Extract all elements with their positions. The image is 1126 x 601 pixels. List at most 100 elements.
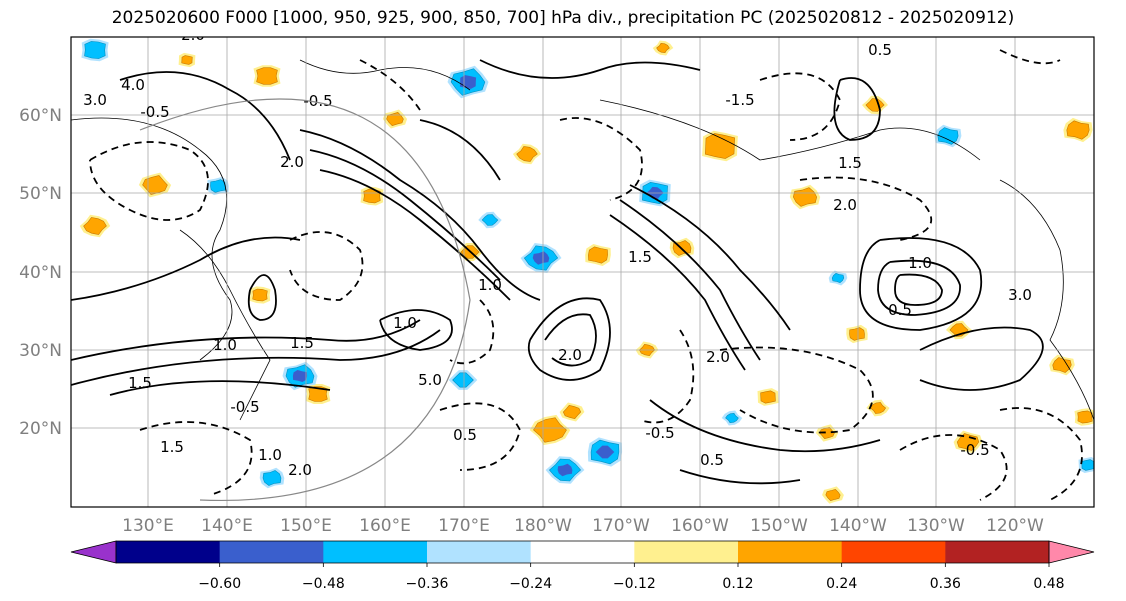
contour-label: 0.5: [868, 41, 892, 59]
contour-label: -0.5: [645, 424, 674, 442]
negative-contour: [359, 59, 421, 111]
negative-precip-patch: [937, 127, 959, 145]
positive-precip-patch: [256, 67, 278, 85]
lon-tick-label: 150°W: [750, 516, 808, 536]
contour-label: -0.5: [230, 398, 259, 416]
contour-label: 2.0: [181, 26, 205, 44]
positive-contour: [119, 71, 291, 161]
positive-precip-patch: [252, 288, 268, 302]
contour-label: 1.5: [838, 154, 862, 172]
colorbar-segment: [219, 541, 324, 563]
positive-contour: [609, 214, 746, 371]
colorbar-segment: [323, 541, 428, 563]
contour-label: -0.5: [140, 103, 169, 121]
lon-tick-label: 170°E: [438, 516, 490, 536]
contour-label: 0.5: [888, 301, 912, 319]
lon-tick-label: 130°E: [122, 516, 174, 536]
negative-contour: [899, 434, 1008, 501]
contour-label: 1.0: [908, 254, 932, 272]
positive-contour: [109, 380, 331, 396]
negative-precip-patch: [84, 41, 106, 59]
strong-negative-precip-patch: [292, 370, 308, 382]
negative-precip-patch: [452, 372, 474, 388]
colorbar-segment: [634, 541, 739, 563]
colorbar-tick-label: 0.36: [930, 576, 961, 592]
lat-tick-label: 20°N: [19, 419, 62, 439]
contour-label: 1.5: [628, 248, 652, 266]
colorbar-tick-label: −0.36: [406, 576, 449, 592]
colorbar: [70, 540, 1095, 564]
contour-label: 0.5: [453, 426, 477, 444]
map-panel: 2.0 4.0 3.0 -0.5 1.0 1.5 2.0 1.5 -0.5 0.5 1.0 2.0 1.…: [70, 26, 1095, 508]
colorbar-extend-min: [70, 540, 117, 564]
positive-precip-patch: [181, 55, 193, 65]
colorbar-segment: [841, 541, 946, 563]
colorbar-tick-label: −0.12: [613, 576, 656, 592]
lon-tick-label: 140°W: [829, 516, 887, 536]
lon-tick-label: 170°W: [592, 516, 650, 536]
colorbar-segment: [116, 541, 221, 563]
contour-label: 3.0: [1008, 286, 1032, 304]
contour-label: 1.5: [290, 334, 314, 352]
colorbar-tick-label: 0.12: [722, 576, 753, 592]
contour-label: 1.0: [478, 276, 502, 294]
positive-precip-patch: [1066, 120, 1090, 140]
positive-contour: [894, 273, 943, 306]
contour-label: -1.5: [725, 91, 754, 109]
strong-negative-precip-patch: [459, 75, 477, 89]
contour-label: 1.5: [128, 374, 152, 392]
positive-contour: [479, 59, 701, 79]
contour-label: 2.0: [280, 153, 304, 171]
positive-precip-patch: [1052, 357, 1072, 373]
strong-negative-precip-patch: [557, 463, 573, 477]
positive-contour: [71, 319, 421, 361]
positive-contour: [629, 184, 791, 331]
negative-contour: [639, 329, 695, 424]
contour-label: 0.5: [700, 451, 724, 469]
contour-label: 2.0: [706, 348, 730, 366]
contour-label: 5.0: [418, 371, 442, 389]
positive-precip-patch: [386, 111, 404, 127]
colorbar-segment: [427, 541, 532, 563]
positive-precip-patch: [1077, 410, 1093, 424]
contour-label: 4.0: [121, 76, 145, 94]
contour-label: -0.5: [960, 441, 989, 459]
positive-contour: [833, 77, 881, 141]
negative-contour: [999, 49, 1061, 65]
projection-arc: [139, 98, 471, 502]
contour-label: 1.0: [213, 336, 237, 354]
colorbar-tick-label: 0.48: [1033, 576, 1064, 592]
positive-contour: [379, 309, 453, 351]
positive-precip-patch: [792, 187, 818, 207]
lat-tick-label: 30°N: [19, 341, 62, 361]
contour-label: 3.0: [83, 91, 107, 109]
positive-precip-patch: [533, 417, 567, 443]
negative-contour: [289, 231, 364, 301]
positive-precip-patch: [562, 404, 582, 420]
colorbar-tick-label: −0.48: [302, 576, 345, 592]
lat-tick-label: 60°N: [19, 106, 62, 126]
lon-tick-label: 180°W: [514, 516, 572, 536]
contour-labels: 2.0 4.0 3.0 -0.5 1.0 1.5 2.0 1.5 -0.5 0.5 1.0 2.0 1.…: [83, 26, 1032, 479]
coastline: [599, 99, 981, 161]
coastline: [299, 59, 471, 91]
negative-contour: [719, 346, 874, 434]
positive-contour: [919, 326, 1044, 391]
positive-precip-patch: [83, 217, 107, 235]
positive-precip-patch: [760, 390, 776, 404]
positive-precip-patch: [656, 42, 670, 54]
positive-contour: [859, 237, 983, 331]
lon-tick-label: 150°E: [280, 516, 332, 536]
positive-contour: [309, 149, 501, 281]
contour-label: 2.0: [288, 461, 312, 479]
positive-precip-patch: [849, 327, 865, 341]
contour-label: 1.5: [160, 438, 184, 456]
positive-contour: [527, 297, 611, 381]
positive-contour: [299, 129, 541, 301]
colorbar-segment: [530, 541, 635, 563]
negative-contour: [89, 141, 209, 221]
contour-label: -0.5: [303, 92, 332, 110]
chart-title: 2025020600 F000 [1000, 950, 925, 900, 85…: [111, 8, 1015, 28]
positive-precip-patch: [704, 133, 736, 159]
negative-precip-patch: [262, 470, 282, 486]
